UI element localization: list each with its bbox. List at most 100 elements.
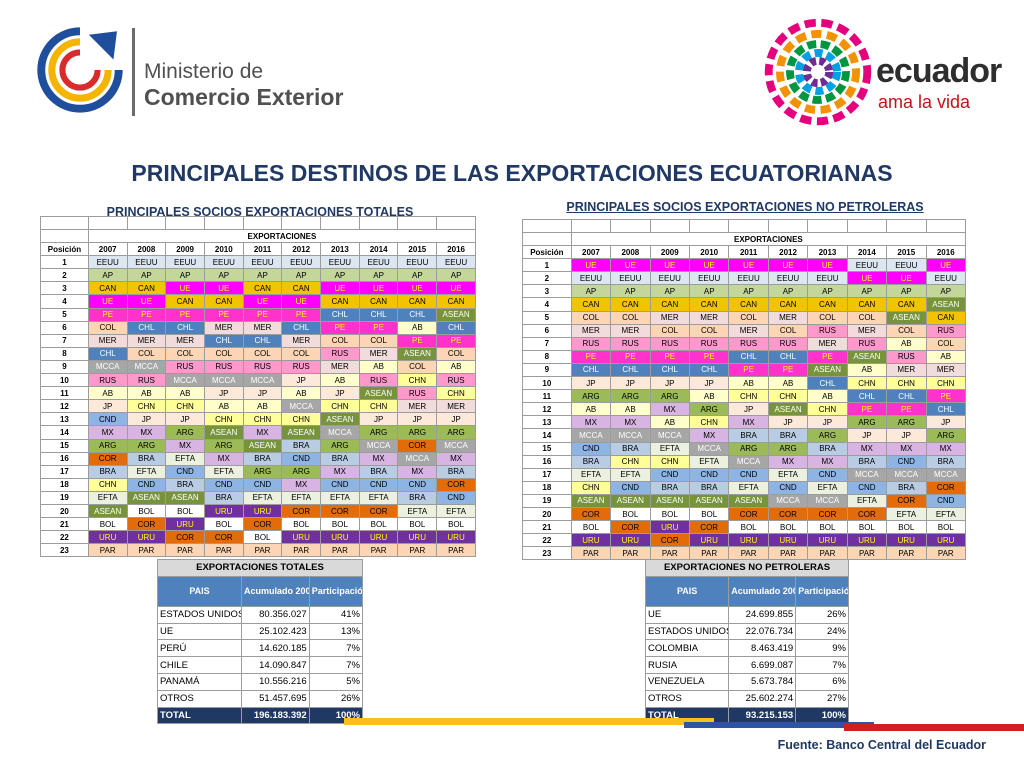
total-rank-row: 20 ASEAN BOL BOL URU URU COR COR COR EFTA EFTA — [40, 503, 476, 519]
total-rank-partner-cell: CAN — [165, 294, 205, 309]
total-rank-row: 12 JP CHN CHN AB AB MCCA CHN CHN MER MER — [40, 399, 476, 414]
total-rank-partner-cell: EFTA — [203, 464, 244, 479]
total-rank-position-cell: 4 — [40, 294, 89, 309]
total-rank-partner-cell: BOL — [436, 517, 476, 532]
nonoil-rank-partner-cell: ARG — [807, 428, 848, 443]
nonoil-rank-position-cell: 17 — [522, 467, 572, 482]
total-rank-partner-cell: CHL — [320, 307, 360, 322]
nonoil-rank-position-cell: 4 — [522, 297, 572, 312]
nonoil-rank-partner-cell: BRA — [610, 441, 651, 456]
logo-divider — [132, 28, 135, 116]
nonoil-rank-partner-cell: ASEAN — [807, 362, 848, 378]
nonoil-rank-position-cell: 8 — [522, 349, 572, 364]
total-rank-partner-cell: CND — [165, 464, 205, 479]
nonoil-rank-position-cell: 6 — [522, 323, 572, 338]
nonoil-rank-partner-cell: ASEAN — [846, 349, 888, 364]
total-rank-partner-cell: PE — [358, 320, 399, 335]
total-rank-partner-cell: EFTA — [358, 490, 399, 505]
nonoil-rank-partner-cell: CAN — [925, 310, 967, 325]
nonoil-rank-partner-cell: UE — [610, 258, 651, 273]
nonoil-rank-partner-cell: AP — [807, 284, 848, 299]
nonoil-rank-row: 19 ASEAN ASEAN ASEAN ASEAN ASEAN MCCA MCCA EFTA C… — [522, 493, 967, 508]
total-rank-partner-cell: UE — [203, 281, 244, 296]
total-rank-partner-cell: RUS — [165, 359, 205, 375]
nonoil-rank-partner-cell: AB — [807, 389, 848, 404]
nonoil-rank-partner-cell: CHN — [886, 376, 927, 391]
nonoil-rank-row: 5 COL COL MER MER COL MER COL COL ASEAN CAN — [522, 310, 967, 325]
total-rank-partner-cell: RUS — [87, 373, 128, 388]
nonoil-rank-position-cell: 15 — [522, 441, 572, 456]
total-rank-partner-cell: ARG — [126, 438, 167, 453]
total-rank-partner-cell: CHN — [126, 399, 167, 414]
total-rank-partner-cell: PE — [436, 333, 476, 348]
nonoil-rank-partner-cell: COL — [649, 323, 690, 338]
total-rank-partner-cell: RUS — [358, 373, 399, 388]
total-rank-partner-cell: MER — [281, 333, 322, 348]
nonoil-rank-partner-cell: ASEAN — [886, 310, 927, 325]
total-rank-row: 17 BRA EFTA CND EFTA ARG ARG MX BRA MX BRA — [40, 464, 476, 479]
total-rank-partner-cell: JP — [87, 399, 128, 414]
nonoil-rank-partner-cell: URU — [925, 533, 967, 548]
nonoil-rank-partner-cell: COR — [728, 506, 769, 522]
total-rank-partner-cell: ASEAN — [126, 490, 167, 505]
nonoil-rank-partner-cell: ARG — [570, 389, 612, 404]
total-rank-partner-cell: EEUU — [87, 255, 128, 270]
total-rank-partner-cell: CND — [281, 451, 322, 466]
nonoil-rank-partner-cell: CHL — [807, 376, 848, 391]
total-rank-partner-cell: BOL — [126, 503, 167, 519]
nonoil-rank-partner-cell: PE — [688, 349, 730, 364]
nonoil-rank-partner-cell: MX — [886, 441, 927, 456]
nonoil-rank-partner-cell: EFTA — [846, 493, 888, 508]
nonoil-rank-partner-cell: BRA — [886, 480, 927, 495]
total-rank-row: 9 MCCA MCCA RUS RUS RUS RUS MER AB COL AB — [40, 359, 476, 375]
nonoil-rank-partner-cell: PAR — [728, 546, 769, 561]
nonoil-rank-partner-cell: CND — [846, 480, 888, 495]
total-summary-country-cell: PANAMÁ — [156, 672, 243, 691]
nonoil-rank-partner-cell: CHN — [925, 376, 967, 391]
nonoil-rank-partner-cell: EFTA — [570, 467, 612, 482]
nonoil-rank-position-header: Posición — [522, 245, 572, 260]
total-rank-position-cell: 12 — [40, 399, 89, 414]
nonoil-rank-partner-cell: EFTA — [886, 506, 927, 522]
nonoil-rank-partner-cell: CHL — [688, 362, 730, 378]
nonoil-rank-partner-cell: AP — [925, 284, 967, 299]
total-rank-position-header: Posición — [40, 242, 89, 257]
nonoil-rank-year-header: 2010 — [688, 245, 730, 260]
total-rank-partner-cell: CAN — [320, 294, 360, 309]
nonoil-rank-position-cell: 18 — [522, 480, 572, 495]
nonoil-rank-row: 14 MCCA MCCA MCCA MX BRA BRA ARG JP JP ARG — [522, 428, 967, 443]
total-rank-partner-cell: MCCA — [203, 373, 244, 388]
nonoil-rank-row: 2 EEUU EEUU EEUU EEUU EEUU EEUU EEUU UE UE EEUU — [522, 271, 967, 286]
nonoil-rank-partner-cell: UE — [570, 258, 612, 273]
nonoil-rank-partner-cell: CHL — [570, 362, 612, 378]
total-rank-partner-cell: MX — [126, 425, 167, 440]
total-rank-partner-cell: BOL — [281, 517, 322, 532]
total-rank-partner-cell: MCCA — [281, 399, 322, 414]
total-rank-partner-cell: COR — [281, 503, 322, 519]
total-rank-partner-cell: ARG — [242, 464, 283, 479]
nonoil-rank-partner-cell: BRA — [846, 454, 888, 469]
total-rank-partner-cell: AB — [87, 386, 128, 401]
total-rank-row: 23 PAR PAR PAR PAR PAR PAR PAR PAR PAR PAR — [40, 543, 476, 558]
nonoil-rank-partner-cell: ASEAN — [570, 493, 612, 508]
nonoil-rank-partner-cell: EEUU — [886, 258, 927, 273]
page-title: PRINCIPALES DESTINOS DE LAS EXPORTACIONE… — [131, 160, 893, 186]
nonoil-rank-partner-cell: CHN — [570, 480, 612, 495]
total-rank-position-cell: 23 — [40, 543, 89, 558]
total-summary-value-cell: 80.356.027 — [241, 605, 310, 624]
nonoil-rank-partner-cell: COL — [886, 323, 927, 338]
nonoil-rank-spacer-cell — [522, 219, 572, 233]
non-oil-exports-subtitle: PRINCIPALES SOCIOS EXPORTACIONES NO PETR… — [566, 200, 924, 214]
total-rank-partner-cell: ARG — [165, 425, 205, 440]
nonoil-rank-year-header: 2016 — [925, 245, 967, 260]
nonoil-rank-partner-cell: UE — [728, 258, 769, 273]
nonoil-rank-partner-cell: CND — [610, 480, 651, 495]
nonoil-rank-partner-cell: ASEAN — [767, 402, 809, 417]
nonoil-rank-position-cell: 21 — [522, 520, 572, 535]
total-rank-partner-cell: COR — [358, 503, 399, 519]
total-rank-partner-cell: JP — [203, 386, 244, 401]
nonoil-rank-partner-cell: MER — [688, 310, 730, 325]
total-rank-partner-cell: MER — [436, 399, 476, 414]
nonoil-rank-year-header: 2012 — [767, 245, 809, 260]
